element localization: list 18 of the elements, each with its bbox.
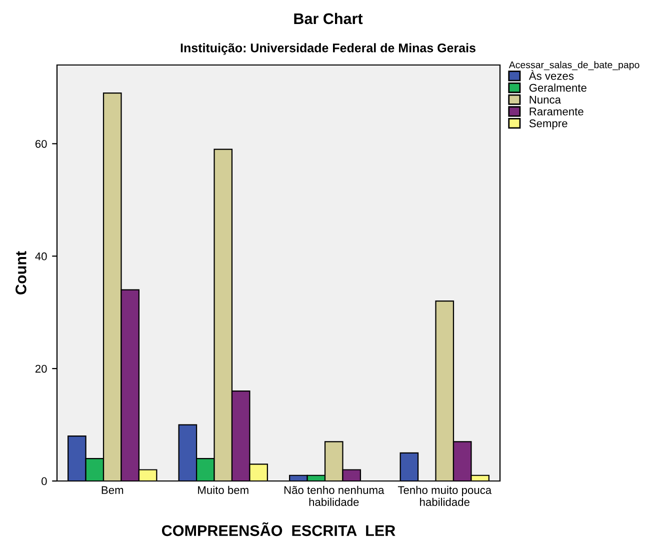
legend-title: Acessar_salas_de_bate_papo [508, 61, 640, 70]
y-tick-label: 20 [35, 364, 47, 373]
x-tick-label: Muito bem [198, 486, 248, 494]
legend-label: Nunca [530, 96, 561, 104]
x-tick-label: Bem [102, 486, 124, 494]
chart-subtitle: Instituição: Universidade Federal de Minas Gerais [180, 43, 476, 55]
legend-label: Sempre [529, 119, 568, 130]
y-tick-label: 60 [35, 140, 47, 148]
y-tick-label: 0 [42, 477, 47, 486]
x-axis-title: COMPREENSÃO ESCRITA LER [162, 522, 396, 536]
legend-label: Às vezes [528, 70, 574, 80]
legend-label: Raramente [530, 108, 584, 116]
x-tick-label: Tenho muito pouca habilidade [398, 486, 492, 506]
legend-label: Geralmente [529, 84, 586, 92]
y-tick-label: 40 [35, 252, 47, 260]
chart-title: Bar Chart [294, 12, 363, 24]
y-axis-title: Count [16, 251, 26, 294]
x-tick-label: Não tenho nenhuma habilidade [284, 486, 384, 506]
